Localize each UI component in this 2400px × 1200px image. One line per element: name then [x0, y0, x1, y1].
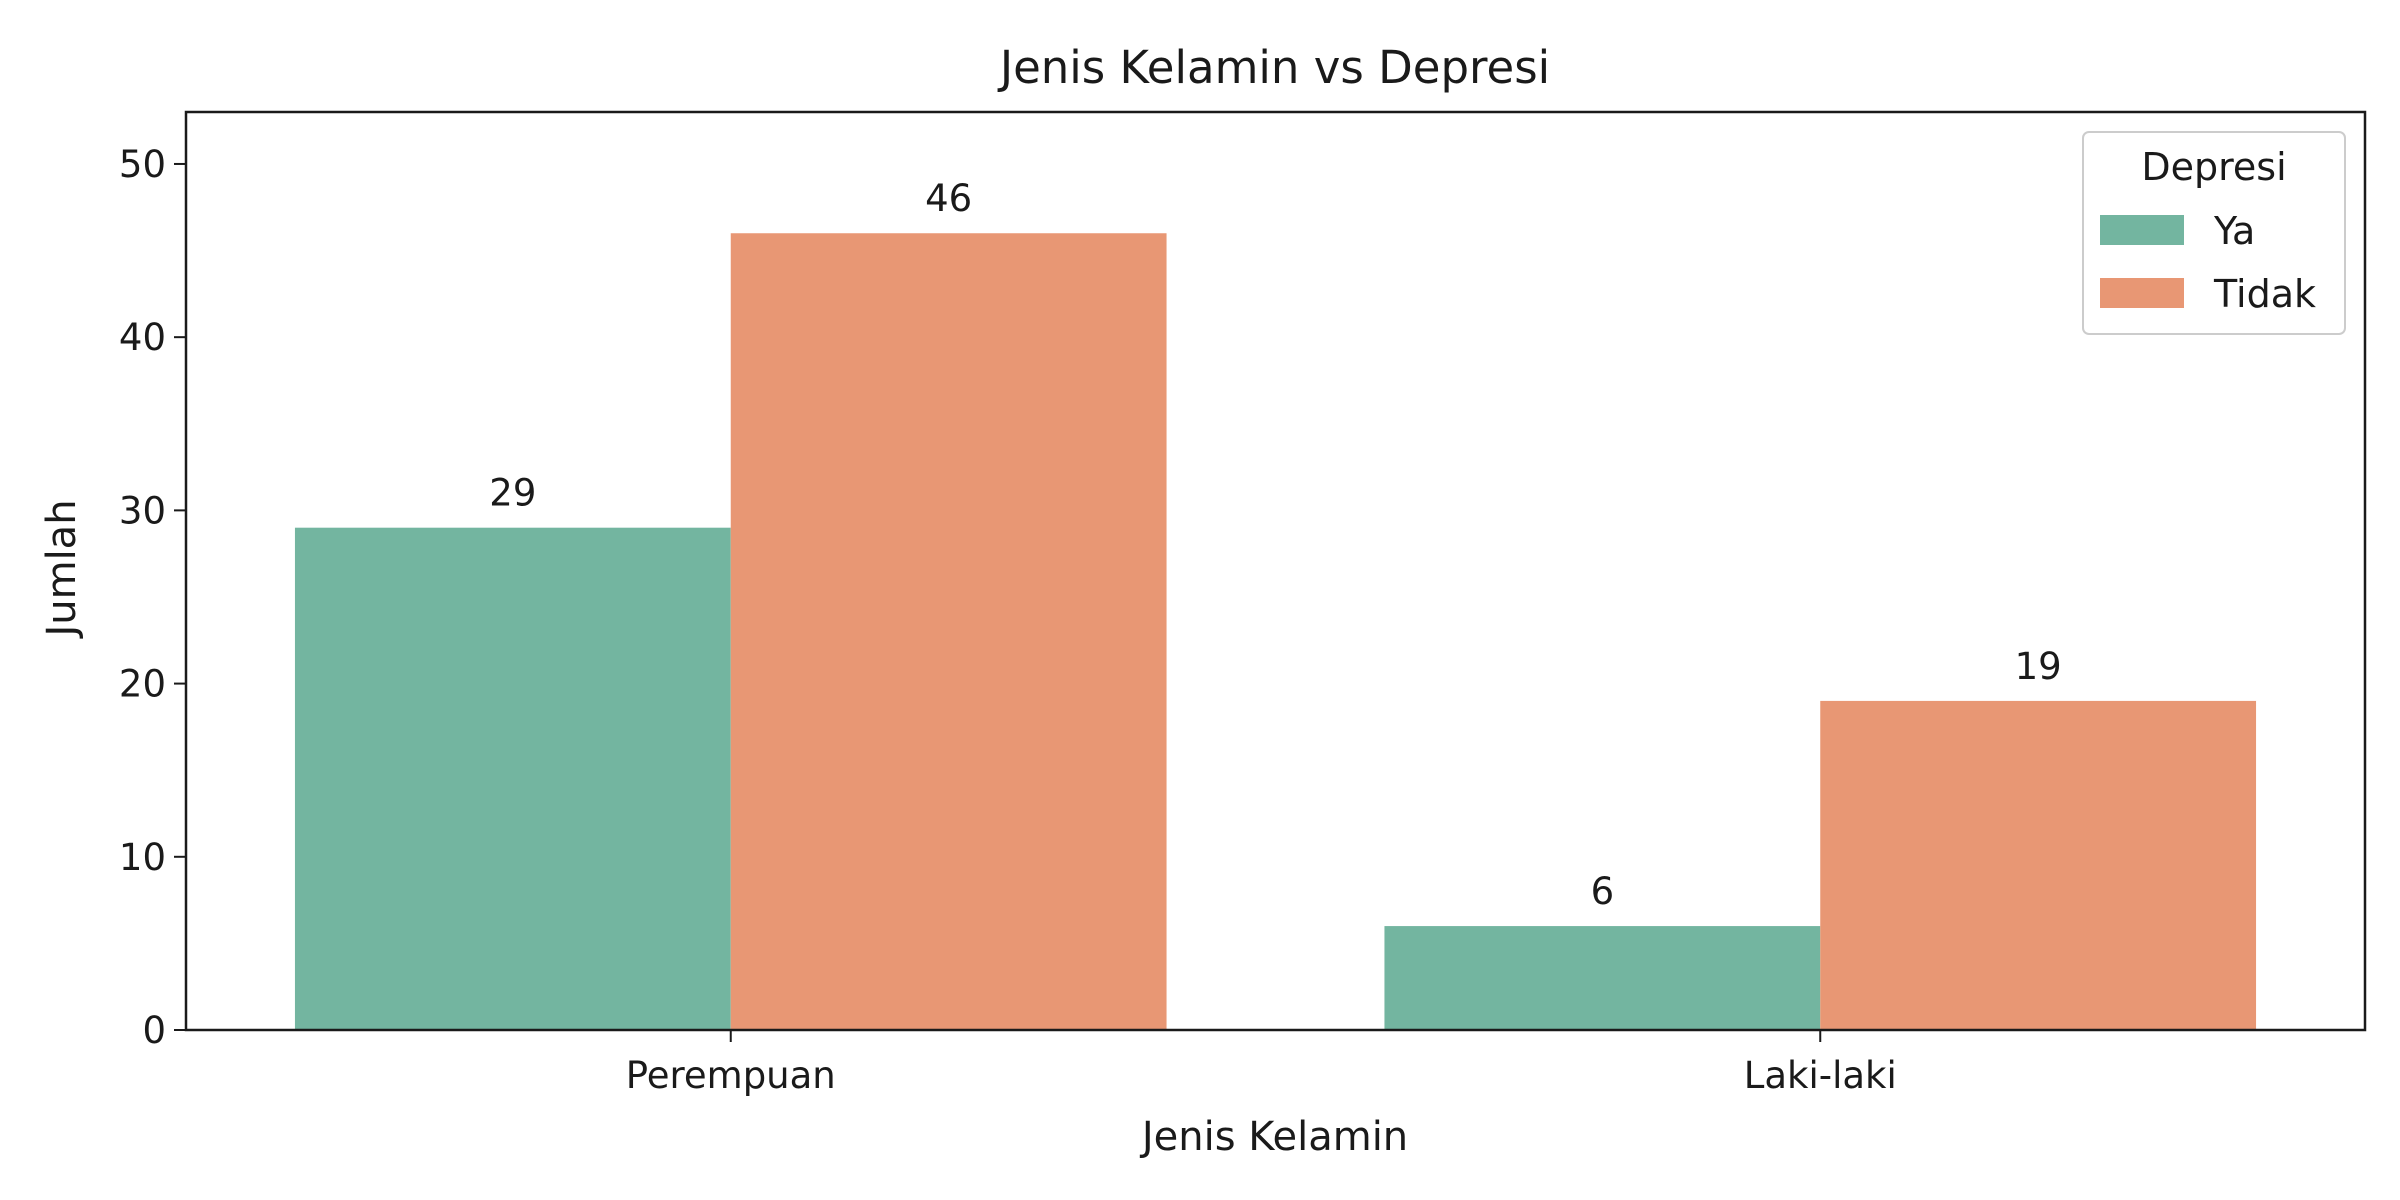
bar-ya-2 — [1384, 926, 1821, 1030]
legend-title: Depresi — [2141, 145, 2286, 189]
y-tick-label: 10 — [119, 836, 166, 879]
chart-title: Jenis Kelamin vs Depresi — [997, 41, 1550, 94]
legend-swatch-tidak — [2100, 278, 2184, 308]
bar-tidak-2 — [1820, 700, 2257, 1030]
y-tick-label: 40 — [119, 316, 166, 359]
legend: Depresi Ya Tidak — [2082, 131, 2346, 335]
y-tick-label: 30 — [119, 489, 166, 532]
legend-swatch-ya — [2100, 215, 2184, 245]
x-tick-label: Laki-laki — [1744, 1054, 1897, 1097]
data-label: 29 — [489, 472, 536, 515]
y-tick-label: 20 — [119, 663, 166, 706]
x-tick-label: Perempuan — [626, 1054, 836, 1097]
data-label: 19 — [2015, 645, 2062, 688]
data-label: 6 — [1591, 870, 1615, 913]
legend-label-tidak: Tidak — [2213, 272, 2316, 316]
bar-ya-1 — [294, 527, 731, 1030]
y-tick-label: 50 — [119, 143, 166, 186]
y-axis-label: Jumlah — [39, 499, 85, 639]
legend-label-ya: Ya — [2213, 209, 2255, 253]
x-axis-label: Jenis Kelamin — [1139, 1114, 1408, 1160]
data-label: 46 — [925, 177, 972, 220]
plot-frame — [184, 110, 2367, 1032]
y-tick-label: 0 — [142, 1009, 166, 1052]
bar-tidak-1 — [730, 233, 1167, 1030]
plot-area: 29 6 46 19 0 10 20 30 40 50 Perempuan Laki-laki — [119, 110, 2367, 1097]
